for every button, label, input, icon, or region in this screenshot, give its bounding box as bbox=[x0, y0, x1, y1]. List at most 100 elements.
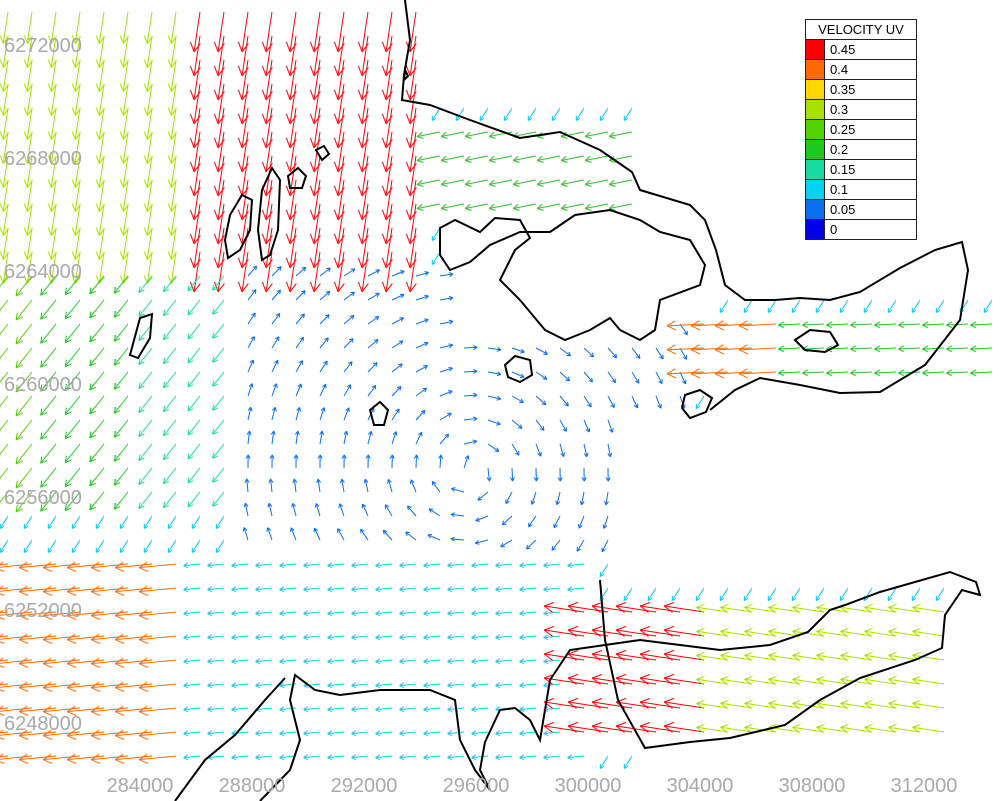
velocity-arrow-head bbox=[357, 233, 363, 245]
velocity-arrow-head bbox=[292, 502, 296, 507]
velocity-arrow bbox=[319, 407, 325, 421]
velocity-arrow-head bbox=[423, 754, 428, 759]
y-tick-label: 6272000 bbox=[4, 35, 82, 57]
velocity-arrow-head bbox=[551, 117, 557, 121]
velocity-arrow bbox=[71, 539, 81, 553]
velocity-arrow-head bbox=[839, 309, 845, 313]
velocity-arrow-head bbox=[489, 208, 496, 212]
velocity-arrow-head bbox=[187, 480, 194, 484]
velocity-arrow bbox=[592, 629, 633, 637]
velocity-arrow-head bbox=[309, 185, 315, 197]
velocity-arrow-head bbox=[361, 187, 369, 197]
velocity-arrow bbox=[122, 59, 129, 92]
velocity-arrow-head bbox=[585, 160, 592, 164]
velocity-arrow-head bbox=[351, 658, 356, 663]
velocity-arrow bbox=[664, 605, 705, 613]
velocity-arrow-head bbox=[488, 476, 492, 482]
velocity-arrow-head bbox=[279, 706, 284, 711]
velocity-arrow bbox=[863, 299, 873, 313]
velocity-arrow bbox=[138, 275, 153, 293]
velocity-arrow bbox=[19, 755, 57, 761]
velocity-arrow bbox=[720, 678, 753, 685]
velocity-arrow-head bbox=[138, 502, 141, 509]
velocity-arrow-head bbox=[840, 702, 848, 709]
velocity-arrow-head bbox=[495, 589, 501, 593]
velocity-arrow-head bbox=[970, 348, 977, 353]
velocity-arrow bbox=[778, 323, 801, 326]
velocity-arrow-head bbox=[431, 117, 437, 121]
velocity-arrow bbox=[183, 587, 201, 591]
velocity-arrow bbox=[399, 635, 417, 639]
velocity-arrow-head bbox=[599, 573, 605, 577]
velocity-arrow-head bbox=[608, 429, 613, 433]
velocity-arrow bbox=[50, 59, 57, 92]
velocity-arrow bbox=[0, 683, 33, 688]
velocity-arrow-head bbox=[207, 613, 213, 617]
velocity-arrow-head bbox=[543, 682, 548, 687]
velocity-arrow-head bbox=[407, 505, 409, 511]
velocity-arrow-head bbox=[327, 610, 332, 615]
velocity-arrow bbox=[840, 702, 873, 709]
legend-entry: 0 bbox=[806, 220, 916, 239]
velocity-arrow bbox=[802, 323, 825, 326]
velocity-arrow-head bbox=[450, 536, 455, 540]
velocity-arrow-head bbox=[119, 203, 124, 212]
velocity-arrow-head bbox=[639, 649, 651, 655]
velocity-arrow-head bbox=[615, 673, 627, 679]
velocity-arrow-head bbox=[405, 257, 411, 269]
velocity-arrow-head bbox=[912, 726, 920, 733]
velocity-arrow-head bbox=[681, 380, 686, 385]
velocity-arrow bbox=[391, 363, 403, 373]
velocity-arrow bbox=[607, 443, 611, 457]
velocity-arrow-head bbox=[95, 525, 101, 529]
velocity-arrow-head bbox=[303, 754, 308, 759]
velocity-arrow-head bbox=[114, 314, 121, 318]
velocity-arrow-head bbox=[313, 211, 321, 221]
velocity-arrow-head bbox=[864, 723, 873, 728]
velocity-arrow bbox=[268, 503, 273, 517]
velocity-arrow-head bbox=[40, 408, 43, 416]
velocity-arrow-head bbox=[265, 235, 273, 245]
velocity-arrow-head bbox=[556, 501, 561, 506]
velocity-arrow-head bbox=[265, 43, 273, 53]
velocity-arrow-head bbox=[67, 633, 76, 641]
velocity-arrow-head bbox=[946, 372, 953, 377]
velocity-arrow bbox=[471, 635, 489, 639]
velocity-arrow bbox=[410, 479, 417, 493]
velocity-arrow bbox=[568, 605, 609, 613]
velocity-arrow-head bbox=[912, 603, 921, 608]
velocity-arrow bbox=[428, 508, 441, 517]
velocity-arrow-head bbox=[138, 481, 145, 485]
velocity-arrow-head bbox=[423, 565, 429, 569]
velocity-arrow bbox=[122, 227, 129, 260]
velocity-arrow bbox=[0, 683, 9, 686]
velocity-arrow-head bbox=[213, 89, 219, 101]
velocity-arrow-head bbox=[40, 340, 48, 344]
velocity-arrow-head bbox=[416, 179, 423, 185]
velocity-arrow-head bbox=[778, 345, 784, 350]
velocity-arrow-head bbox=[313, 115, 321, 125]
velocity-arrow-head bbox=[333, 65, 339, 77]
velocity-arrow-head bbox=[423, 706, 428, 711]
velocity-arrow-head bbox=[95, 155, 100, 164]
velocity-arrow bbox=[447, 731, 465, 735]
velocity-arrow-head bbox=[215, 525, 221, 529]
velocity-arrow bbox=[19, 587, 57, 593]
velocity-arrow-head bbox=[405, 209, 411, 221]
velocity-arrow-head bbox=[348, 407, 350, 413]
velocity-arrow-head bbox=[371, 384, 376, 388]
legend-label: 0.45 bbox=[830, 42, 856, 57]
velocity-arrow-head bbox=[64, 503, 67, 511]
velocity-arrow bbox=[91, 707, 129, 713]
velocity-arrow-head bbox=[113, 286, 116, 294]
velocity-arrow bbox=[463, 417, 478, 421]
velocity-arrow-head bbox=[327, 658, 332, 663]
velocity-arrow-head bbox=[167, 525, 173, 529]
velocity-arrow-head bbox=[337, 187, 345, 197]
velocity-arrow-head bbox=[423, 586, 428, 591]
velocity-arrow-head bbox=[888, 606, 896, 613]
velocity-arrow-head bbox=[623, 597, 629, 601]
velocity-arrow-head bbox=[399, 565, 405, 569]
velocity-arrow-head bbox=[448, 272, 454, 275]
velocity-arrow-head bbox=[189, 257, 195, 269]
